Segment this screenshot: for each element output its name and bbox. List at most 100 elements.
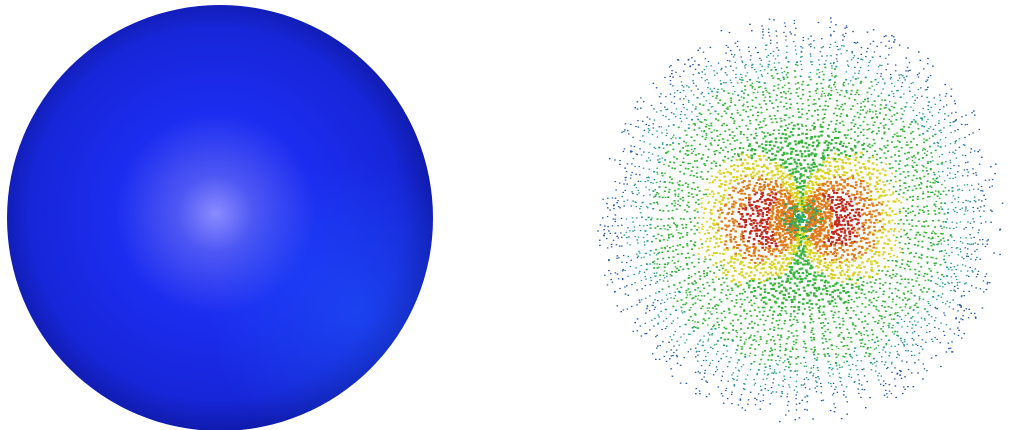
particle — [791, 215, 794, 218]
particle — [750, 154, 753, 157]
particle — [911, 337, 913, 340]
particle — [876, 183, 880, 186]
particle — [818, 205, 821, 208]
particle — [831, 209, 835, 212]
particle — [670, 101, 673, 103]
particle — [868, 231, 872, 234]
particle — [791, 213, 795, 216]
particle — [872, 290, 875, 292]
particle — [809, 317, 812, 320]
particle — [721, 67, 723, 69]
particle — [868, 127, 871, 130]
particle — [805, 248, 808, 251]
particle — [717, 62, 720, 64]
particle — [802, 253, 806, 256]
particle — [639, 140, 641, 142]
particle — [709, 334, 711, 336]
particle — [799, 256, 802, 259]
particle — [834, 169, 837, 172]
particle — [754, 96, 757, 99]
particle — [957, 334, 960, 337]
particle — [894, 228, 896, 230]
particle — [935, 317, 937, 319]
particle — [856, 141, 859, 144]
particle — [817, 288, 821, 291]
particle — [797, 356, 799, 358]
particle — [644, 284, 647, 287]
particle — [907, 175, 910, 177]
particle — [759, 57, 761, 59]
particle — [920, 266, 923, 268]
particle — [793, 247, 797, 250]
particle — [662, 341, 664, 343]
particle — [757, 285, 760, 288]
particle — [778, 338, 781, 341]
particle — [839, 291, 842, 294]
particle — [746, 184, 749, 187]
particle — [937, 181, 939, 183]
particle — [803, 159, 806, 162]
particle — [765, 232, 768, 235]
particle — [688, 124, 690, 126]
particle — [740, 322, 742, 325]
particle — [823, 241, 826, 244]
particle — [758, 198, 762, 201]
particle — [649, 143, 651, 145]
particle — [850, 122, 853, 124]
particle — [853, 99, 856, 101]
particle — [739, 225, 742, 228]
particle — [883, 184, 886, 187]
particle — [938, 175, 941, 177]
particle — [780, 228, 783, 231]
particle — [872, 305, 875, 307]
particle — [724, 316, 727, 319]
particle — [789, 92, 792, 95]
particle — [729, 116, 732, 119]
particle — [798, 208, 801, 211]
particle — [912, 82, 914, 84]
particle — [757, 205, 761, 208]
particle — [710, 212, 713, 215]
particle — [877, 95, 880, 97]
particle — [763, 350, 766, 352]
particle — [890, 392, 893, 395]
particle — [929, 270, 932, 272]
particle — [882, 251, 886, 254]
particle — [823, 149, 826, 152]
particle — [717, 226, 721, 229]
particle — [733, 305, 736, 308]
particle — [866, 323, 869, 325]
particle — [766, 226, 770, 229]
particle — [825, 287, 828, 290]
particle — [874, 198, 877, 201]
particle — [768, 183, 771, 186]
particle — [898, 219, 901, 222]
particle — [624, 269, 626, 271]
particle — [856, 278, 859, 281]
particle — [713, 139, 716, 142]
particle — [714, 371, 717, 373]
particle — [839, 284, 843, 287]
particle — [862, 134, 865, 137]
particle — [773, 114, 776, 117]
particle — [686, 244, 689, 247]
particle — [679, 91, 682, 94]
particle — [829, 26, 831, 29]
particle — [770, 260, 774, 263]
particle — [812, 367, 815, 369]
particle — [706, 281, 709, 284]
particle — [781, 230, 785, 233]
particle — [723, 344, 725, 347]
particle — [881, 64, 883, 67]
particle — [633, 229, 636, 231]
particle — [852, 76, 854, 78]
particle — [801, 194, 805, 197]
particle — [797, 133, 800, 136]
particle — [967, 161, 969, 163]
particle — [614, 272, 617, 274]
particle — [649, 203, 652, 205]
particle — [659, 240, 661, 242]
particle — [679, 237, 681, 239]
particle — [666, 108, 669, 110]
particle — [922, 113, 924, 115]
